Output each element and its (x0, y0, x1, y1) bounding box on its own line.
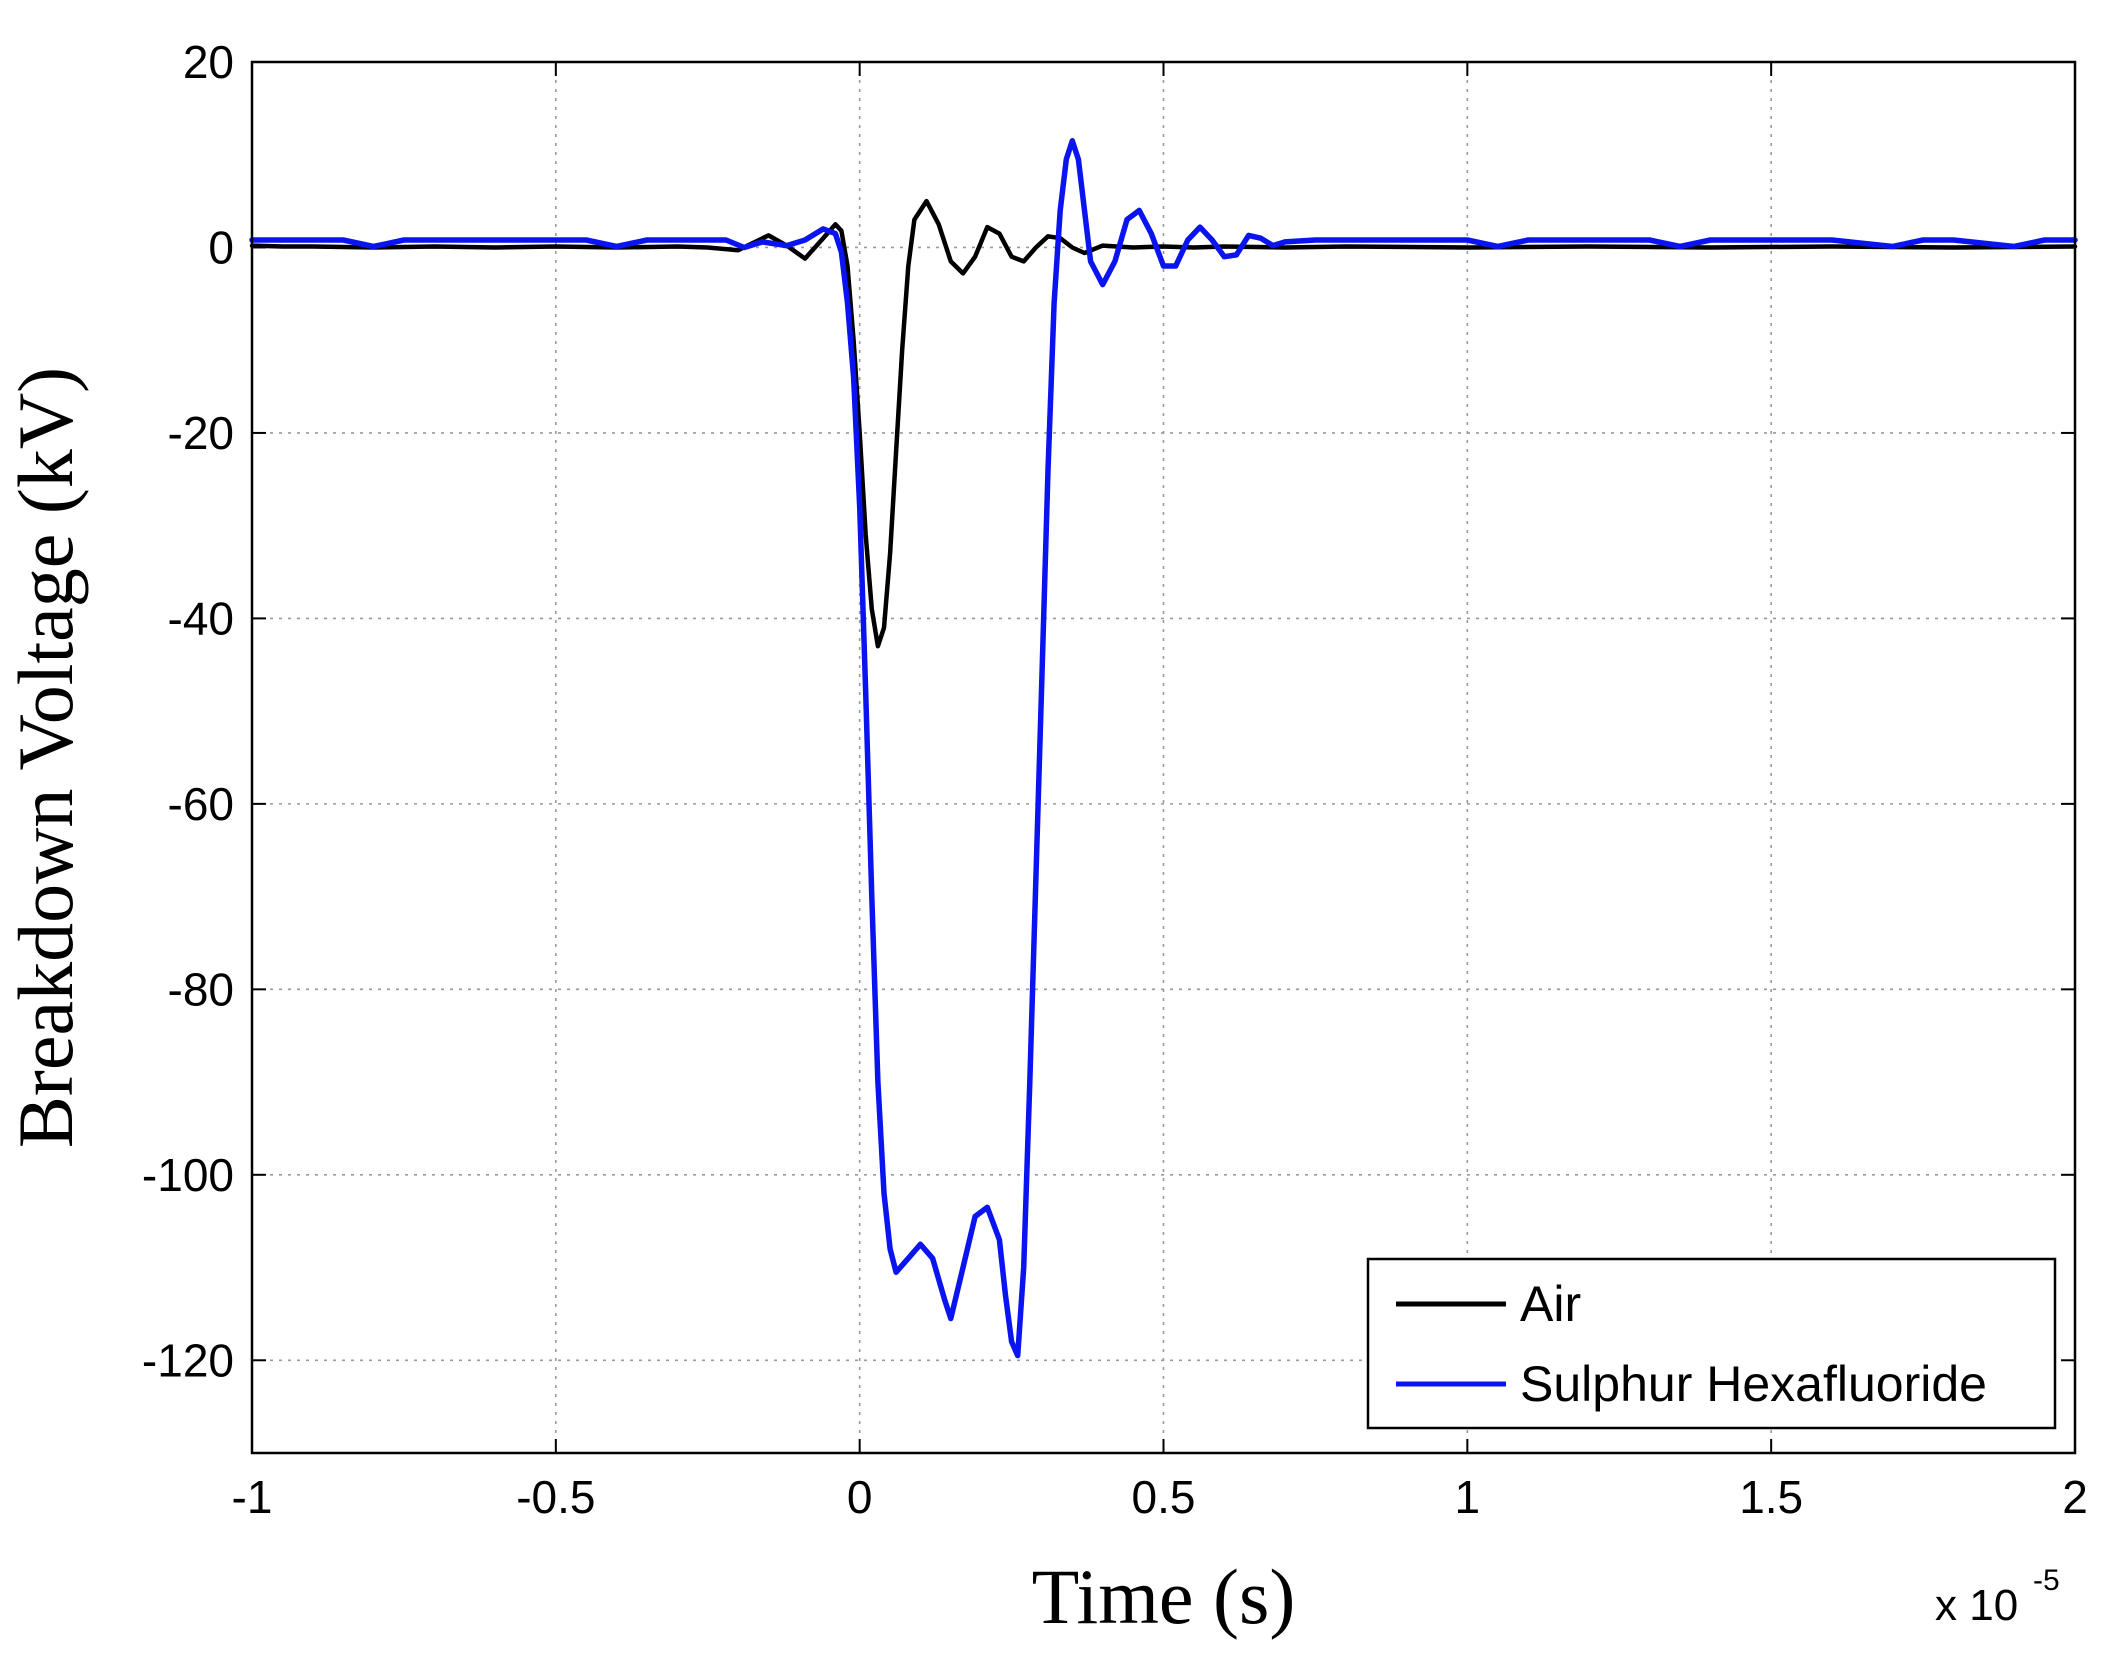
x-multiplier-base: x 10 (1935, 1581, 2018, 1630)
x-tick-label: -0.5 (516, 1471, 595, 1523)
tick-layer: -1 -0.5 0 0.5 1 1.5 2 20 0 -20 -40 -60 -80 -100 -120 (142, 36, 2088, 1523)
x-tick-label: 2 (2062, 1471, 2088, 1523)
legend-label: Sulphur Hexafluoride (1520, 1356, 1987, 1412)
series-line-air (249, 198, 2078, 649)
legend-box (1366, 1257, 2057, 1430)
legend: Air Sulphur Hexafluoride (1366, 1257, 2057, 1430)
x-tick-label: -1 (232, 1471, 273, 1523)
y-tick-label: 20 (183, 36, 234, 88)
y-tick-label: -40 (168, 592, 234, 644)
x-axis-multiplier: x 10 -5 (1935, 1564, 2060, 1630)
y-tick-label: -120 (142, 1334, 234, 1386)
grid-layer (252, 62, 2075, 1453)
x-multiplier-exponent: -5 (2033, 1564, 2060, 1597)
y-tick-label: 0 (208, 221, 234, 273)
series-line-sf6 (249, 138, 2078, 1359)
y-tick-label: -20 (168, 407, 234, 459)
y-axis-title: Breakdown Voltage (kV) (2, 367, 89, 1148)
legend-items: Air Sulphur Hexafluoride (1396, 1276, 1987, 1412)
series-layer (249, 138, 2078, 1359)
x-tick-label: 1 (1455, 1471, 1481, 1523)
x-tick-label: 1.5 (1739, 1471, 1803, 1523)
x-axis-title: Time (s) (1032, 1553, 1296, 1640)
legend-label: Air (1520, 1276, 1581, 1332)
y-tick-label: -100 (142, 1149, 234, 1201)
x-tick-label: 0.5 (1132, 1471, 1196, 1523)
y-tick-label: -80 (168, 963, 234, 1015)
x-tick-label: 0 (847, 1471, 873, 1523)
y-tick-label: -60 (168, 778, 234, 830)
